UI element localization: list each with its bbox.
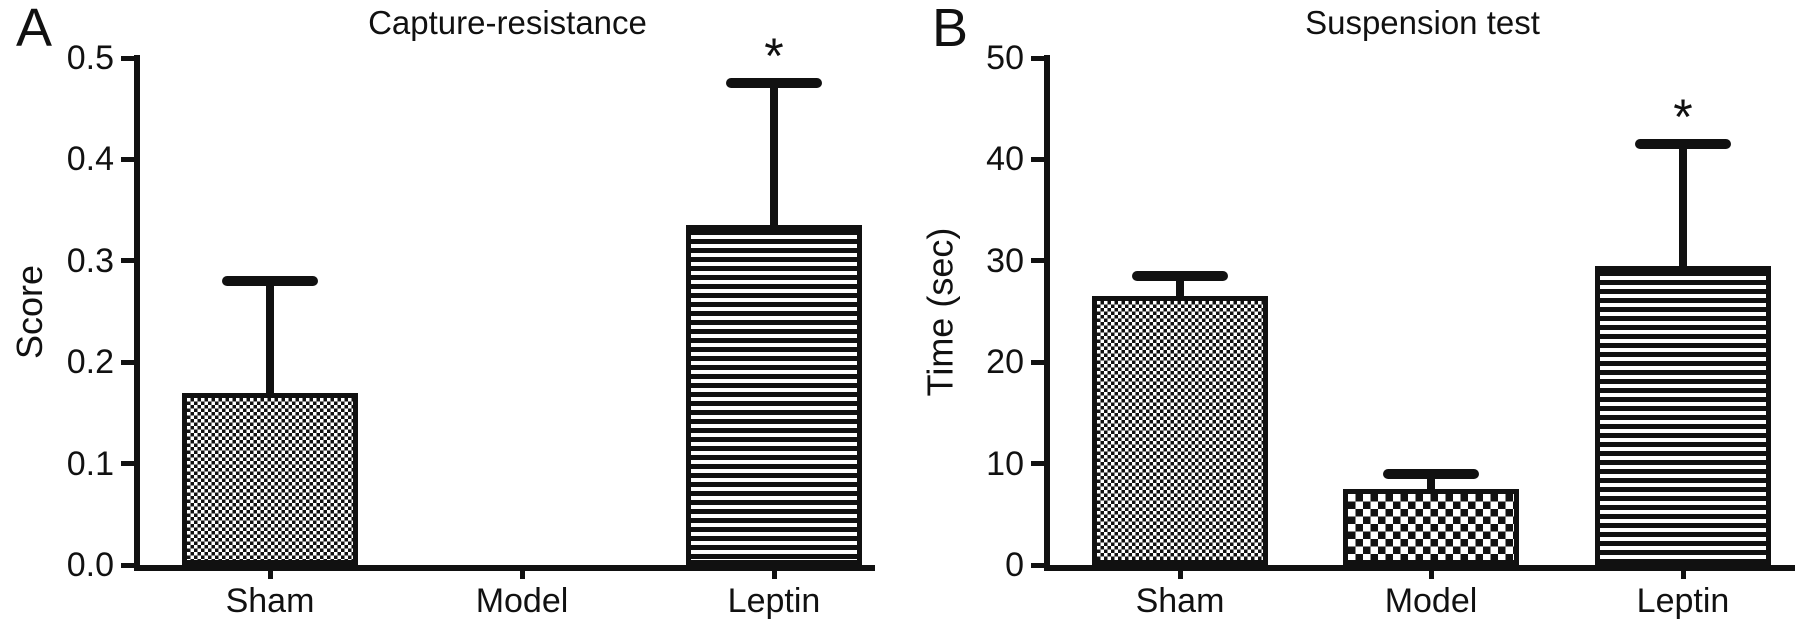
y-tick: [121, 55, 134, 61]
y-tick-label: 0.1: [66, 444, 114, 483]
panel-a-x-axis-line: [134, 565, 875, 571]
category-label-leptin: Leptin: [727, 582, 821, 620]
y-tick-label: 20: [986, 343, 1024, 382]
panel-b-letter: B: [932, 0, 969, 58]
panel-b-ylabel-wrap: Time (sec): [918, 58, 962, 565]
y-tick-label: 30: [986, 241, 1024, 280]
panel-b-title: Suspension test: [1305, 4, 1540, 41]
y-tick: [121, 258, 134, 264]
panel-a-plot: Capture-resistance Score 0.0 0.1 0.2 0.3 0.4…: [9, 4, 875, 619]
y-tick: [121, 156, 134, 162]
x-tick: [1428, 565, 1434, 579]
y-tick-label: 0.0: [66, 546, 114, 584]
panel-a-title: Capture-resistance: [368, 4, 647, 41]
category-label-sham: Sham: [1135, 582, 1225, 620]
y-tick-label: 40: [986, 140, 1024, 179]
y-tick-label: 0.4: [66, 140, 114, 179]
error-bar-cap-sham: [222, 276, 318, 287]
x-tick: [519, 565, 525, 579]
y-tick: [121, 562, 134, 568]
y-tick: [1031, 258, 1044, 264]
error-bar-stem-sham: [1176, 276, 1184, 299]
bar-sham: [1092, 296, 1268, 565]
error-bar-cap-sham: [1132, 271, 1228, 282]
category-label-model: Model: [1384, 582, 1478, 620]
x-tick: [1177, 565, 1183, 579]
error-bar-stem-model: [1427, 473, 1435, 491]
error-bar-cap-leptin: [726, 78, 822, 89]
y-tick-label: 0.2: [66, 343, 114, 382]
y-tick: [1031, 156, 1044, 162]
y-tick: [1031, 359, 1044, 365]
significance-asterisk-leptin: *: [1673, 89, 1693, 146]
panel-b-x-axis-line: [1044, 565, 1795, 571]
panel-b-y-axis-line: [1044, 55, 1050, 568]
category-label-sham: Sham: [225, 582, 315, 620]
bar-leptin: [1595, 265, 1771, 565]
y-tick: [121, 461, 134, 467]
y-tick-label: 50: [986, 39, 1024, 77]
y-tick-label: 0.5: [66, 39, 114, 77]
x-tick: [267, 565, 273, 579]
panel-b-plot: Suspension test Time (sec) 0 10 20 30 40 50 Sh…: [919, 4, 1795, 619]
category-label-model: Model: [475, 582, 569, 620]
category-label-leptin: Leptin: [1636, 582, 1730, 620]
error-bar-cap-model: [1383, 468, 1479, 479]
y-tick: [1031, 562, 1044, 568]
error-bar-stem-leptin: [770, 83, 778, 228]
bar-model: [1343, 488, 1519, 565]
bar-sham: [182, 392, 358, 565]
panel-a-ylabel-wrap: Score: [8, 58, 52, 565]
panel-a-letter: A: [16, 0, 53, 58]
error-bar-cap-leptin: [1635, 139, 1731, 150]
significance-asterisk-leptin: *: [764, 28, 784, 85]
panel-a-y-axis-line: [134, 55, 140, 568]
y-tick: [121, 359, 134, 365]
bar-leptin: [686, 225, 862, 565]
y-tick: [1031, 461, 1044, 467]
error-bar-stem-sham: [266, 281, 274, 395]
x-tick: [1680, 565, 1686, 579]
y-tick-label: 0: [1005, 546, 1024, 584]
error-bar-stem-leptin: [1679, 144, 1687, 268]
y-tick: [1031, 55, 1044, 61]
x-tick: [771, 565, 777, 579]
y-tick-label: 10: [986, 444, 1024, 483]
y-tick-label: 0.3: [66, 241, 114, 280]
